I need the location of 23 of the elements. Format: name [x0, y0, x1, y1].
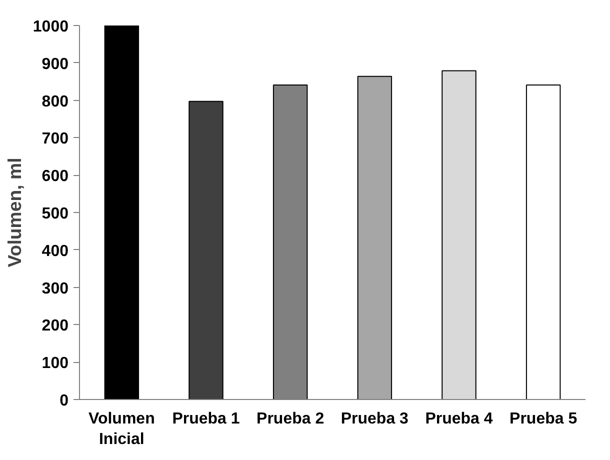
- y-axis-title: Volumen, ml: [4, 158, 25, 268]
- y-tick-label: 900: [42, 56, 69, 73]
- x-tick-label: Prueba 4: [425, 410, 493, 428]
- y-tick-label: 500: [42, 206, 69, 222]
- y-tick-label: 700: [42, 130, 69, 148]
- y-tick-label: 200: [42, 318, 69, 335]
- x-tick-label: Prueba 5: [510, 410, 578, 428]
- x-tick-label: Prueba 2: [256, 410, 324, 428]
- bar: [188, 100, 224, 400]
- y-tick-label: 400: [42, 242, 69, 260]
- bar: [104, 26, 140, 400]
- x-tick-label: Prueba 1: [172, 410, 240, 428]
- bar: [357, 76, 392, 400]
- y-tick-label: 100: [42, 355, 69, 372]
- bar: [442, 70, 476, 400]
- y-tick-label: 800: [42, 93, 69, 110]
- y-tick-label: 600: [42, 168, 69, 186]
- y-tick-label: 300: [42, 280, 69, 298]
- y-tick-label: 1000: [32, 18, 69, 36]
- x-tick-label: Prueba 3: [340, 410, 409, 428]
- bar: [526, 84, 561, 400]
- x-tick-label: Volumen Inicial: [88, 410, 155, 448]
- y-tick-label: 0: [60, 392, 69, 410]
